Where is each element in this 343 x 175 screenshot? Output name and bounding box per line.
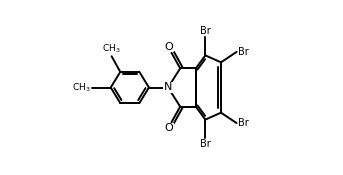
Text: CH$_3$: CH$_3$ (72, 81, 91, 94)
Text: Br: Br (238, 47, 249, 57)
Text: Br: Br (238, 118, 249, 128)
Text: Br: Br (200, 139, 211, 149)
Text: CH$_3$: CH$_3$ (102, 42, 121, 55)
Text: Br: Br (200, 26, 211, 36)
Text: N: N (164, 82, 172, 93)
Text: O: O (165, 42, 173, 52)
Text: O: O (165, 123, 173, 133)
